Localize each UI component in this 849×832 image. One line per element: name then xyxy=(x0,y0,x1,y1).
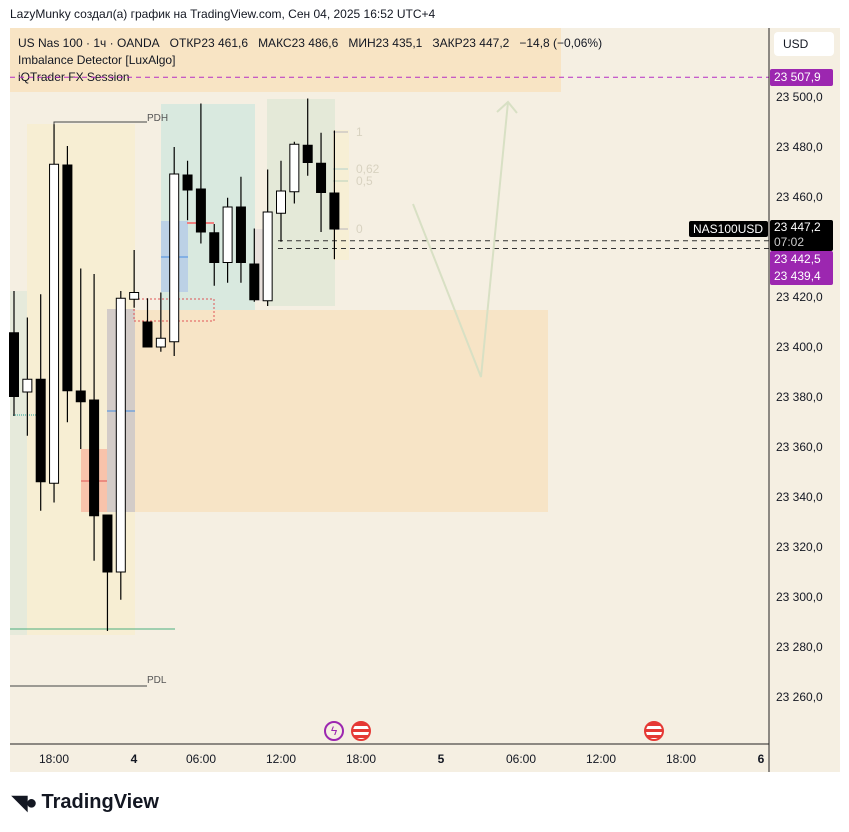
price-label: 23 460,0 xyxy=(776,190,823,204)
high-value: 23 486,6 xyxy=(291,36,339,50)
time-label: 18:00 xyxy=(665,752,697,766)
low-label: МИН xyxy=(348,36,376,50)
candle-bear xyxy=(329,192,340,230)
price-label: 23 500,0 xyxy=(776,90,823,104)
candle-bear xyxy=(195,188,206,233)
fib-level-062: 0,62 xyxy=(356,162,380,176)
fib-level-1: 1 xyxy=(356,125,363,139)
candle-bull xyxy=(49,163,60,484)
projection-arrow xyxy=(412,101,509,378)
legend-ohlc: US Nas 100 · 1ч · OANDA ОТКР23 461,6 МАК… xyxy=(18,36,602,50)
price-label: 23 480,0 xyxy=(776,140,823,154)
lightning-event-icon[interactable]: ϟ xyxy=(324,721,344,741)
candle-bull xyxy=(115,297,126,573)
candle-bear xyxy=(302,144,313,163)
pdl-label: PDL xyxy=(147,675,167,686)
price-label: 23 340,0 xyxy=(776,490,823,504)
symbol-info[interactable]: US Nas 100 · 1ч · OANDA xyxy=(18,36,160,50)
chart-credit: LazyMunky создал(а) график на TradingVie… xyxy=(10,7,436,21)
candle-bull xyxy=(129,292,140,300)
time-label: 12:00 xyxy=(265,752,297,766)
candle-bear xyxy=(209,232,220,263)
time-label: 06:00 xyxy=(185,752,217,766)
candle-bull xyxy=(262,211,273,302)
candle-bear xyxy=(62,164,73,392)
candle-bear xyxy=(235,206,246,263)
currency-button[interactable]: USD xyxy=(774,32,834,56)
imbalance-zone-large xyxy=(135,310,548,512)
price-label: 23 280,0 xyxy=(776,640,823,654)
price-label: 23 360,0 xyxy=(776,440,823,454)
indicator-imbalance[interactable]: Imbalance Detector [LuxAlgo] xyxy=(18,53,176,67)
candle-bear xyxy=(75,390,86,403)
symbol-tag: NAS100USD xyxy=(689,221,768,237)
tv-logo-icon: ◥● xyxy=(12,792,38,814)
time-label: 12:00 xyxy=(585,752,617,766)
arrow-head-icon xyxy=(496,100,518,114)
legend-panel xyxy=(10,28,561,92)
price-label: 23 260,0 xyxy=(776,690,823,704)
candle-bear xyxy=(9,332,19,397)
change-value: −14,8 (−0,06%) xyxy=(519,36,603,50)
candle-bull xyxy=(276,190,286,214)
price-label: 23 300,0 xyxy=(776,590,823,604)
level-tag-2: 23 439,4 xyxy=(774,269,821,283)
pdh-label: PDH xyxy=(147,113,169,124)
close-value: 23 447,2 xyxy=(462,36,510,50)
time-label: 18:00 xyxy=(38,752,70,766)
tradingview-logo[interactable]: ◥● TradingView xyxy=(12,790,159,815)
candle-bear xyxy=(89,399,100,517)
open-value: 23 461,6 xyxy=(201,36,249,50)
time-label: 5 xyxy=(437,752,445,766)
price-label: 23 400,0 xyxy=(776,340,823,354)
level-tags: 23 442,5 23 439,4 xyxy=(770,251,833,285)
candle-bear xyxy=(102,514,113,573)
time-label: 6 xyxy=(757,752,765,766)
price-tag-top-level: 23 507,9 xyxy=(770,69,833,86)
logo-text: TradingView xyxy=(41,791,159,813)
time-label: 4 xyxy=(130,752,138,766)
us-flag-icon[interactable] xyxy=(351,721,371,741)
price-label: 23 420,0 xyxy=(776,290,823,304)
bar-countdown: 07:02 xyxy=(774,235,805,249)
high-label: МАКС xyxy=(258,36,292,50)
us-flag-icon[interactable] xyxy=(644,721,664,741)
candle-bull xyxy=(22,378,33,393)
candle-bull xyxy=(289,143,300,193)
candle-bear xyxy=(182,174,193,191)
last-price: 23 447,2 xyxy=(774,220,821,234)
candle-bear xyxy=(249,263,260,301)
candle-bear xyxy=(142,321,153,348)
last-price-tag: 23 447,2 07:02 xyxy=(770,220,833,251)
level-tag-1: 23 442,5 xyxy=(774,252,821,266)
candle-bear xyxy=(35,378,46,483)
candle-bull xyxy=(155,337,166,348)
open-label: ОТКР xyxy=(169,36,202,50)
low-value: 23 435,1 xyxy=(375,36,423,50)
candle-bull xyxy=(222,206,233,263)
time-label: 06:00 xyxy=(505,752,537,766)
time-label: 18:00 xyxy=(345,752,377,766)
fib-level-05: 0,5 xyxy=(356,174,373,188)
candle-bull xyxy=(169,173,180,343)
candle-bear xyxy=(316,162,327,193)
price-label: 23 320,0 xyxy=(776,540,823,554)
price-label: 23 380,0 xyxy=(776,390,823,404)
close-label: ЗАКР xyxy=(432,36,463,50)
fib-level-0: 0 xyxy=(356,222,363,236)
